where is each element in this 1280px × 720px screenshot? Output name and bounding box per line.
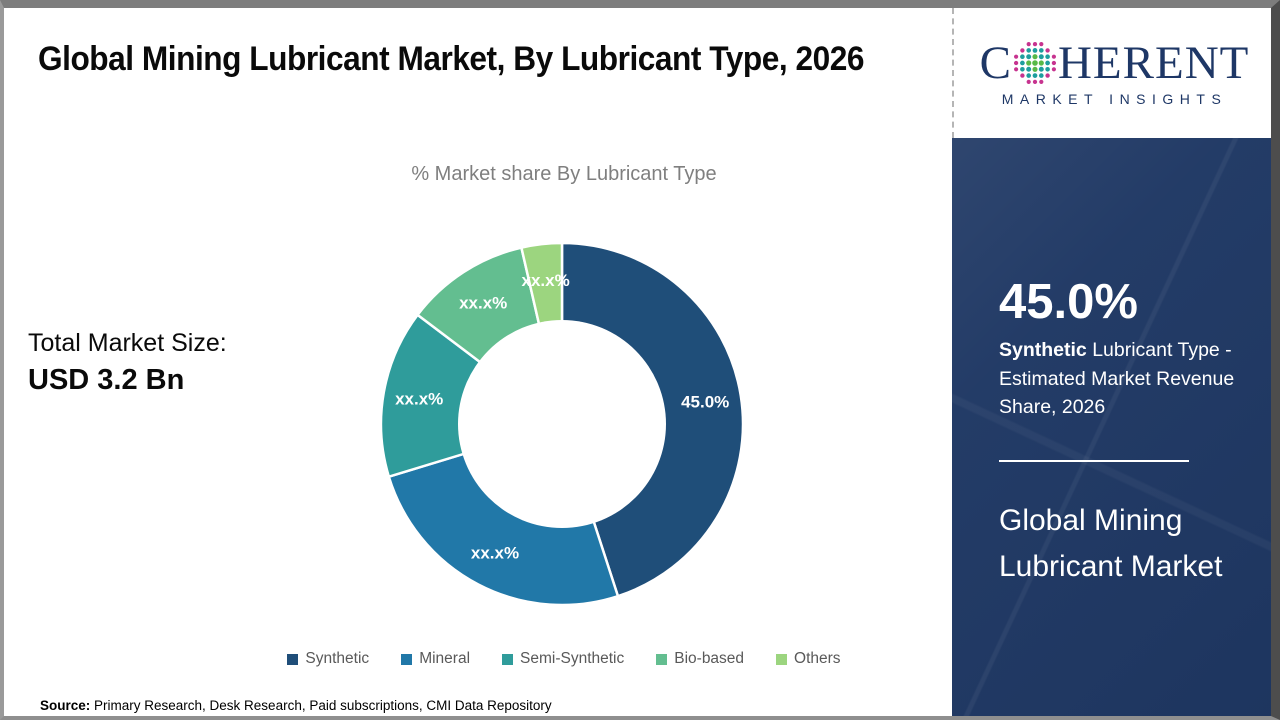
globe-dot (1045, 73, 1050, 78)
donut-hole (458, 320, 666, 528)
globe-dot (1038, 60, 1044, 66)
donut-slice-label-bio-based: xx.x% (459, 293, 507, 312)
legend-label-others: Others (794, 650, 841, 667)
globe-dot (1013, 54, 1019, 59)
chart-legend: Synthetic Mineral Semi-Synthetic Bio-based O… (134, 646, 994, 672)
legend-label-bio-based: Bio-based (674, 650, 745, 667)
source-line: Source: Primary Research, Desk Research,… (40, 698, 552, 713)
legend-item-synthetic: Synthetic (287, 650, 369, 668)
globe-dot (1051, 54, 1056, 59)
brand-logo-row: C HERENT (979, 36, 1250, 89)
page-title: Global Mining Lubricant Market, By Lubri… (38, 40, 864, 78)
legend-label-synthetic: Synthetic (305, 650, 370, 667)
globe-dot (1020, 60, 1025, 66)
globe-dot (1045, 54, 1050, 60)
source-text: Primary Research, Desk Research, Paid su… (90, 698, 552, 713)
globe-dot (1032, 60, 1038, 66)
legend-marker-mineral (401, 653, 413, 665)
side-panel-title: Global Mining Lubricant Market (999, 504, 1223, 583)
donut-slice-label-others: xx.x% (521, 271, 569, 290)
globe-dot (1020, 73, 1025, 78)
donut-slice-label-mineral: xx.x% (471, 544, 519, 563)
legend-label-semi-synthetic: Semi-Synthetic (520, 650, 625, 667)
globe-dot (1051, 67, 1056, 72)
legend-marker-synthetic (287, 653, 299, 665)
legend-item-semi-synthetic: Semi-Synthetic (502, 650, 624, 668)
globe-dot (1032, 41, 1038, 47)
source-label: Source: (40, 698, 91, 713)
brand-logo: C HERENT MARKET INSIGHTS (952, 8, 1271, 138)
legend-marker-others (776, 653, 788, 665)
globe-dots-icon (1013, 41, 1057, 85)
globe-dot (1038, 54, 1044, 60)
globe-dot (1038, 48, 1044, 53)
globe-dot (1026, 60, 1032, 66)
globe-dot (1045, 66, 1050, 72)
globe-dot (1026, 73, 1031, 78)
total-market-size-value: USD 3.2 Bn (28, 364, 185, 396)
legend-item-mineral: Mineral (401, 650, 470, 668)
side-panel: 45.0% Synthetic Lubricant Type - Estimat… (952, 138, 1271, 716)
globe-dot (1032, 48, 1038, 53)
donut-chart: 45.0% xx.x% xx.x% xx.x% xx.x% (372, 234, 752, 614)
legend-item-others: Others (776, 650, 841, 668)
donut-slice-label-synthetic: 45.0% (681, 392, 729, 411)
globe-dot (1020, 54, 1025, 60)
globe-dot (1045, 48, 1050, 53)
globe-dot (1039, 79, 1044, 84)
total-market-size: Total Market Size: USD 3.2 Bn (28, 326, 227, 400)
globe-dot (1026, 54, 1032, 60)
globe-dot (1032, 54, 1038, 60)
globe-dot (1020, 48, 1025, 53)
globe-dot (1038, 66, 1044, 72)
globe-dot (1020, 66, 1025, 72)
globe-dot (1026, 79, 1031, 84)
logo-text-herent: HERENT (1057, 36, 1250, 89)
legend-marker-bio-based (656, 653, 668, 665)
logo-subtitle: MARKET INSIGHTS (1001, 90, 1228, 107)
globe-dot (1045, 60, 1050, 66)
stat-description: Synthetic Lubricant Type - Estimated Mar… (999, 336, 1244, 422)
globe-dot (1026, 48, 1031, 53)
stat-description-rest: Lubricant Type - Estimated Market Revenu… (999, 339, 1235, 418)
logo-text-c: C (979, 36, 1012, 89)
globe-dot (1026, 42, 1031, 47)
legend-label-mineral: Mineral (419, 650, 471, 667)
legend-item-bio-based: Bio-based (656, 650, 744, 668)
globe-dot (1032, 79, 1038, 85)
globe-dot (1051, 60, 1057, 66)
globe-dot (1026, 66, 1032, 72)
donut-slice-label-semi-synthetic: xx.x% (395, 390, 443, 409)
stat-description-bold: Synthetic (999, 339, 1087, 361)
globe-dot (1013, 67, 1019, 72)
total-market-size-label: Total Market Size: (28, 329, 227, 357)
side-panel-divider (999, 460, 1189, 462)
globe-dot (1013, 60, 1019, 66)
globe-dot (1039, 42, 1044, 47)
globe-dot (1032, 66, 1038, 72)
stat-value: 45.0% (999, 275, 1138, 329)
legend-marker-semi-synthetic (502, 653, 514, 665)
globe-dot (1038, 73, 1044, 78)
globe-dot (1032, 73, 1038, 78)
chart-subtitle: % Market share By Lubricant Type (411, 163, 717, 185)
donut-chart-svg: 45.0% xx.x% xx.x% xx.x% xx.x% (379, 241, 745, 607)
